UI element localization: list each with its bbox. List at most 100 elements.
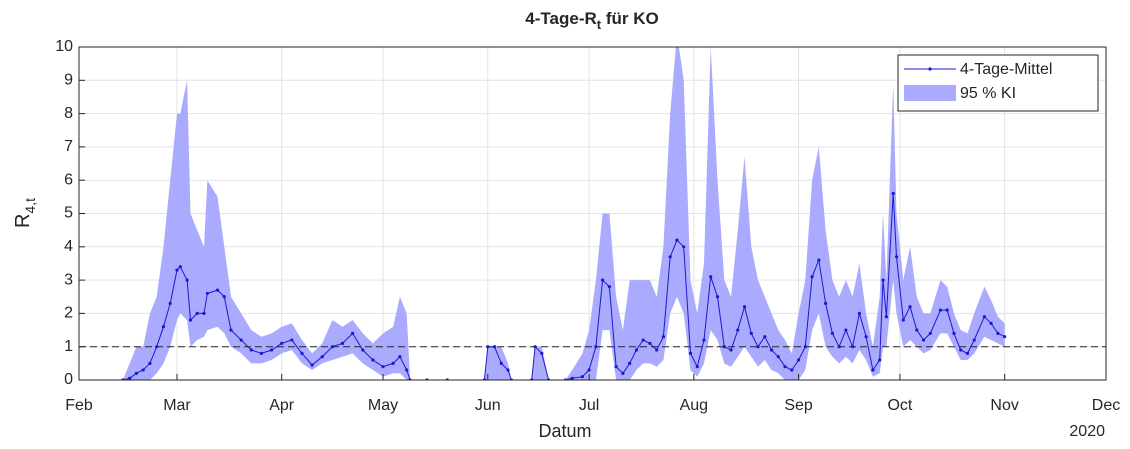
series-marker: [965, 351, 970, 355]
series-marker: [996, 331, 1000, 335]
series-marker: [756, 345, 760, 349]
series-marker: [351, 331, 355, 335]
y-axis-label: R4,t: [12, 198, 37, 228]
x-tick-label: May: [368, 397, 398, 414]
confidence-band: [122, 80, 427, 380]
chart-title: 4-Tage-Rt für KO: [525, 9, 658, 32]
series-marker: [844, 328, 848, 332]
series-marker: [178, 265, 182, 269]
legend-label: 95 % KI: [960, 85, 1016, 102]
series-marker: [682, 245, 686, 249]
series-marker: [330, 345, 334, 349]
series-marker: [249, 348, 253, 352]
x-tick-label: Aug: [680, 397, 708, 414]
x-tick-label: Dec: [1092, 397, 1120, 414]
series-marker: [269, 348, 274, 352]
x-tick-label: Jul: [579, 397, 599, 414]
series-marker: [729, 348, 733, 352]
title-subscript: t: [597, 17, 602, 32]
series-marker: [205, 291, 209, 296]
series-marker: [594, 345, 598, 349]
series-marker: [928, 331, 932, 335]
series-marker: [857, 311, 861, 315]
series-marker: [709, 275, 713, 279]
data-layer: [79, 47, 1106, 380]
series-marker: [628, 361, 632, 365]
series-marker: [661, 335, 666, 339]
x-tick-label: Apr: [269, 397, 295, 414]
series-marker: [168, 301, 172, 306]
x-axis-label: Datum: [538, 421, 591, 441]
series-marker: [901, 318, 905, 322]
series-marker: [634, 348, 639, 352]
series-marker: [982, 315, 986, 319]
legend-marker: [928, 67, 932, 71]
series-marker: [202, 311, 206, 315]
series-marker: [675, 238, 679, 242]
x-tick-label: Sep: [784, 397, 813, 414]
title-suffix: für KO: [601, 9, 659, 28]
series-marker: [695, 365, 699, 369]
title-main: 4-Tage-R: [525, 9, 596, 28]
series-marker: [769, 348, 774, 352]
series-marker: [881, 278, 885, 282]
series-marker: [837, 345, 841, 349]
series-marker: [601, 278, 605, 282]
series-marker: [405, 368, 409, 372]
series-marker: [783, 365, 787, 369]
series-marker: [188, 318, 193, 322]
series-marker: [817, 258, 821, 262]
series-marker: [952, 331, 956, 335]
series-marker: [499, 361, 503, 365]
series-marker: [361, 348, 365, 352]
series-marker: [492, 345, 497, 349]
series-marker: [185, 278, 189, 282]
series-marker: [736, 328, 740, 332]
series-marker: [141, 368, 145, 372]
series-marker: [398, 355, 402, 359]
series-marker: [908, 305, 912, 309]
series-marker: [972, 338, 976, 342]
series-marker: [648, 341, 652, 345]
series-marker: [310, 363, 314, 367]
series-marker: [148, 361, 152, 365]
series-marker: [894, 255, 899, 259]
series-marker: [851, 345, 855, 349]
y-tick-label: 6: [64, 171, 73, 188]
legend: 4-Tage-Mittel 95 % KI: [897, 54, 1099, 112]
series-marker: [742, 305, 747, 309]
x-tick-label: Mar: [163, 397, 191, 414]
series-marker: [884, 315, 889, 319]
series-marker: [688, 351, 693, 355]
axes-box: [78, 46, 1107, 381]
series-marker: [749, 331, 753, 335]
series-marker: [587, 368, 591, 372]
series-marker: [655, 348, 659, 352]
series-marker: [803, 345, 807, 349]
y-tick-label: 5: [64, 205, 73, 222]
y-tick-label: 0: [64, 371, 73, 388]
series-marker: [668, 255, 672, 259]
series-marker: [195, 311, 199, 315]
series-line: [122, 265, 427, 380]
x-secondary-label: 2020: [1069, 423, 1105, 440]
series-marker: [722, 345, 726, 349]
series-marker: [340, 341, 345, 345]
series-marker: [391, 361, 395, 365]
series-marker: [810, 275, 814, 279]
series-marker: [864, 335, 868, 339]
series-marker: [222, 295, 226, 299]
series-marker: [715, 295, 720, 299]
series-marker: [371, 358, 375, 362]
ylabel-subscript: 4,t: [22, 198, 38, 214]
series-marker: [300, 351, 304, 355]
series-marker: [830, 331, 834, 335]
series-marker: [938, 308, 943, 312]
series-marker: [290, 338, 294, 342]
y-tick-label: 2: [64, 305, 73, 322]
series-marker: [790, 368, 794, 372]
series-marker: [215, 288, 220, 292]
ylabel-main: R: [12, 214, 34, 228]
series-marker: [702, 338, 706, 342]
